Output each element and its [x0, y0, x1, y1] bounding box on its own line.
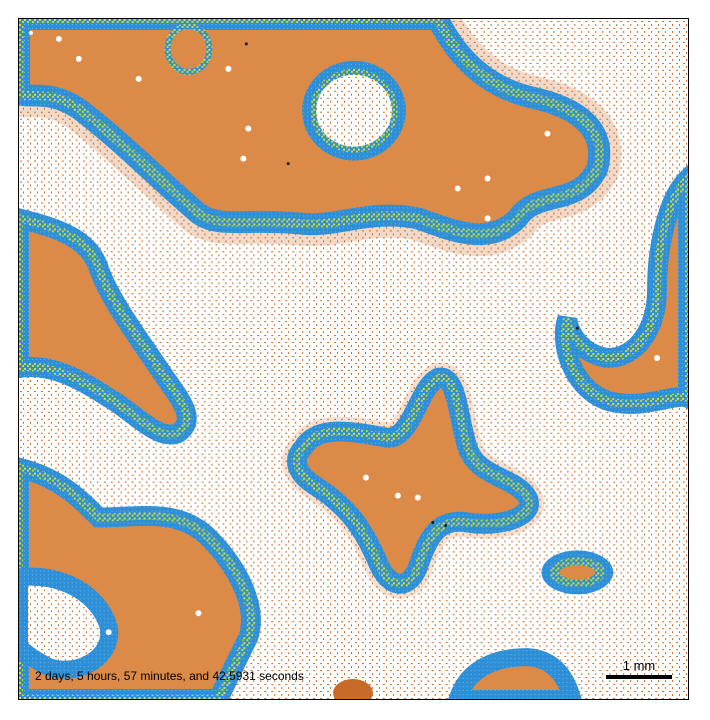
tumor-region-left — [19, 208, 197, 445]
scale-bar-label: 1 mm — [622, 658, 656, 673]
tumor-region-bottom-left — [19, 457, 261, 699]
scale-bar: 1 mm — [606, 658, 672, 679]
tumor-simulation-image — [19, 19, 688, 699]
necrotic-dots — [244, 42, 579, 528]
tumor-region-bottom-center — [333, 648, 582, 699]
tumor-region-top-left — [19, 19, 621, 257]
elapsed-time-label: 2 days, 5 hours, 57 minutes, and 42.5931… — [35, 669, 304, 683]
tumor-region-center — [282, 362, 544, 599]
scale-bar-line — [606, 675, 672, 679]
tumor-region-small-ring — [541, 550, 614, 595]
vessel-dots — [28, 30, 661, 636]
tumor-region-right — [554, 164, 688, 414]
simulation-frame: 2 days, 5 hours, 57 minutes, and 42.5931… — [18, 18, 689, 700]
